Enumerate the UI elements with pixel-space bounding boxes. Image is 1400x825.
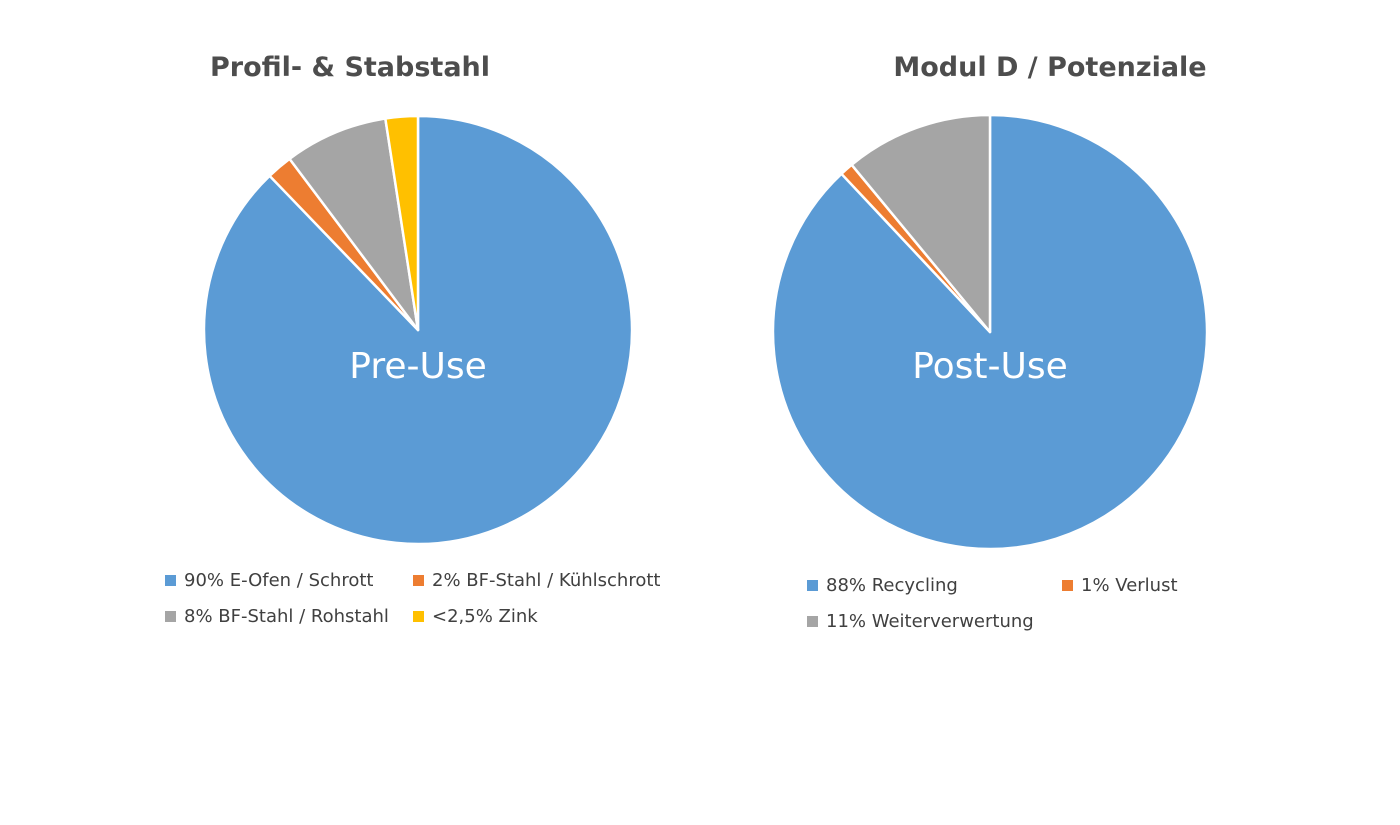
legend-label: <2,5% Zink: [432, 606, 538, 627]
legend-swatch: [413, 575, 424, 586]
pie-slice-11-weiterverwertung: [850, 113, 992, 334]
legend-swatch: [413, 611, 424, 622]
legend-swatch: [807, 580, 818, 591]
pie-svg: [771, 113, 1209, 551]
pie-slice-8-bf-stahl-rohstahl: [288, 117, 420, 332]
legend-item-2-bf-stahl-k-hlschrott: 2% BF-Stahl / Kühlschrott: [413, 570, 660, 591]
legend-item-1-verlust: 1% Verlust: [1062, 575, 1178, 596]
legend-label: 2% BF-Stahl / Kühlschrott: [432, 570, 661, 591]
chart-title: Modul D / Potenziale: [893, 52, 1207, 83]
pie-slice-2-5-zink: [384, 114, 420, 332]
pie-svg: [202, 114, 634, 546]
legend-item-8-bf-stahl-rohstahl: 8% BF-Stahl / Rohstahl: [165, 606, 389, 627]
legend-item-90-e-ofen-schrott: 90% E-Ofen / Schrott: [165, 570, 373, 591]
legend-item-11-weiterverwertung: 11% Weiterverwertung: [807, 611, 1034, 632]
legend-label: 1% Verlust: [1081, 575, 1178, 596]
legend-item-88-recycling: 88% Recycling: [807, 575, 958, 596]
legend-label: 90% E-Ofen / Schrott: [184, 570, 374, 591]
legend-item-2-5-zink: <2,5% Zink: [413, 606, 538, 627]
legend-swatch: [165, 611, 176, 622]
pie-chart-pre-use: Profil- & Stabstahl Pre-Use 90% E-Ofen /…: [165, 52, 660, 627]
chart-title: Profil- & Stabstahl: [209, 52, 491, 83]
legend-label: 11% Weiterverwertung: [826, 611, 1034, 632]
legend-label: 88% Recycling: [826, 575, 958, 596]
legend-swatch: [1062, 580, 1073, 591]
pie-center-label: Pre-Use: [349, 346, 487, 387]
legend-swatch: [165, 575, 176, 586]
legend-swatch: [807, 616, 818, 627]
pie-center-label: Post-Use: [912, 346, 1068, 387]
pie-chart-post-use: Modul D / Potenziale Post-Use 88% Recycl…: [700, 0, 1400, 825]
legend-label: 8% BF-Stahl / Rohstahl: [184, 606, 389, 627]
